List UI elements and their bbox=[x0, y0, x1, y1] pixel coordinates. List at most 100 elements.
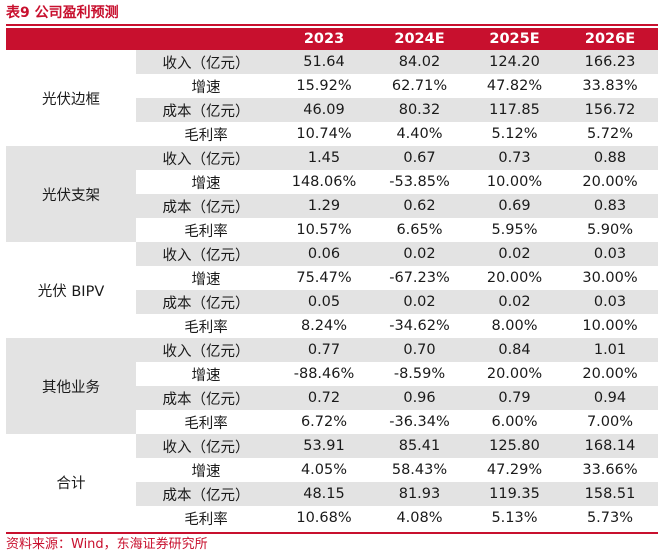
value-cell: 20.00% bbox=[582, 366, 638, 382]
value-cell: 62.71% bbox=[391, 78, 448, 94]
value-cell: 30.00% bbox=[582, 270, 638, 286]
value-cell: 0.05 bbox=[276, 290, 372, 314]
value-cell: 0.03 bbox=[562, 290, 658, 314]
value-cell: 0.83 bbox=[562, 194, 658, 218]
value-cell: 156.72 bbox=[562, 98, 658, 122]
value-cell: 33.83% bbox=[582, 78, 638, 94]
footer-divider bbox=[6, 532, 658, 534]
table-row: 成本（亿元） 1.29 0.62 0.69 0.83 bbox=[6, 194, 658, 218]
metric-label: 毛利率 bbox=[184, 319, 228, 336]
metric-label: 成本（亿元） bbox=[136, 98, 276, 122]
value-cell: 0.67 bbox=[372, 146, 467, 170]
table-row: 其他业务 收入（亿元） 0.77 0.70 0.84 1.01 bbox=[6, 338, 658, 434]
value-cell: 33.66% bbox=[582, 462, 638, 478]
value-cell: 10.57% bbox=[296, 222, 352, 238]
segment-name: 光伏支架 bbox=[6, 146, 136, 242]
metric-label: 毛利率 bbox=[184, 127, 228, 144]
value-cell: 7.00% bbox=[586, 414, 634, 430]
value-cell: 75.47% bbox=[296, 270, 352, 286]
value-cell: 10.00% bbox=[582, 318, 638, 334]
value-cell: 10.68% bbox=[296, 510, 352, 526]
value-cell: 0.79 bbox=[467, 386, 562, 410]
value-cell: 10.74% bbox=[296, 126, 352, 142]
value-cell: 1.45 bbox=[276, 146, 372, 170]
segment-name: 合计 bbox=[6, 434, 136, 530]
metric-label: 增速 bbox=[191, 175, 221, 192]
table-row: 增速 -88.46% -8.59% 20.00% 20.00% bbox=[6, 362, 658, 386]
value-cell: 6.65% bbox=[396, 222, 443, 238]
header-year: 2026E bbox=[562, 28, 658, 50]
table-row: 毛利率 6.72% -36.34% 6.00% 7.00% bbox=[6, 410, 658, 434]
value-cell: 117.85 bbox=[467, 98, 562, 122]
table-row: 成本（亿元） 0.05 0.02 0.02 0.03 bbox=[6, 290, 658, 314]
table-row: 成本（亿元） 48.15 81.93 119.35 158.51 bbox=[6, 482, 658, 506]
value-cell: 0.84 bbox=[467, 338, 562, 362]
value-cell: 125.80 bbox=[467, 434, 562, 458]
title-divider bbox=[6, 24, 658, 26]
metric-label: 收入（亿元） bbox=[136, 146, 276, 170]
metric-label: 成本（亿元） bbox=[136, 386, 276, 410]
metric-label: 收入（亿元） bbox=[136, 434, 276, 458]
value-cell: 168.14 bbox=[562, 434, 658, 458]
value-cell: -67.23% bbox=[389, 270, 450, 286]
value-cell: 15.92% bbox=[296, 78, 352, 94]
metric-label: 毛利率 bbox=[184, 511, 228, 528]
value-cell: 0.62 bbox=[372, 194, 467, 218]
value-cell: 0.96 bbox=[372, 386, 467, 410]
value-cell: 0.72 bbox=[276, 386, 372, 410]
value-cell: 5.95% bbox=[491, 222, 538, 238]
value-cell: 20.00% bbox=[486, 270, 543, 286]
segment-name: 光伏边框 bbox=[6, 50, 136, 146]
value-cell: 53.91 bbox=[276, 434, 372, 458]
value-cell: 46.09 bbox=[276, 98, 372, 122]
table-title: 表9 公司盈利预测 bbox=[6, 5, 119, 21]
value-cell: 1.01 bbox=[562, 338, 658, 362]
value-cell: 20.00% bbox=[582, 174, 638, 190]
value-cell: 6.72% bbox=[300, 414, 348, 430]
table-row: 合计 收入（亿元） 53.91 85.41 125.80 168.14 bbox=[6, 434, 658, 530]
table-row: 毛利率 8.24% -34.62% 8.00% 10.00% bbox=[6, 314, 658, 338]
header-cell bbox=[136, 28, 276, 50]
value-cell: 10.00% bbox=[486, 174, 543, 190]
segment-name: 光伏 BIPV bbox=[6, 242, 136, 338]
table-row: 增速 4.05% 58.43% 47.29% 33.66% bbox=[6, 458, 658, 482]
value-cell: 5.90% bbox=[586, 222, 634, 238]
segment-name: 其他业务 bbox=[6, 338, 136, 434]
value-cell: 0.70 bbox=[372, 338, 467, 362]
header-row: 2023 2024E 2025E 2026E bbox=[6, 28, 658, 50]
value-cell: 6.00% bbox=[491, 414, 538, 430]
value-cell: 0.02 bbox=[467, 290, 562, 314]
value-cell: 84.02 bbox=[372, 50, 467, 74]
value-cell: 0.94 bbox=[562, 386, 658, 410]
header-year: 2025E bbox=[467, 28, 562, 50]
value-cell: 47.82% bbox=[486, 78, 543, 94]
table-row: 增速 15.92% 62.71% 47.82% 33.83% bbox=[6, 74, 658, 98]
value-cell: 166.23 bbox=[562, 50, 658, 74]
value-cell: 0.69 bbox=[467, 194, 562, 218]
table-row: 增速 148.06% -53.85% 10.00% 20.00% bbox=[6, 170, 658, 194]
value-cell: -88.46% bbox=[293, 366, 355, 382]
value-cell: 0.02 bbox=[467, 242, 562, 266]
value-cell: 1.29 bbox=[276, 194, 372, 218]
value-cell: -36.34% bbox=[389, 414, 450, 430]
metric-label: 成本（亿元） bbox=[136, 194, 276, 218]
value-cell: -8.59% bbox=[393, 366, 446, 382]
value-cell: 5.13% bbox=[491, 510, 538, 526]
table-row: 增速 75.47% -67.23% 20.00% 30.00% bbox=[6, 266, 658, 290]
header-year: 2024E bbox=[372, 28, 467, 50]
header-cell bbox=[6, 28, 136, 50]
value-cell: 51.64 bbox=[276, 50, 372, 74]
value-cell: 5.12% bbox=[491, 126, 538, 142]
value-cell: 119.35 bbox=[467, 482, 562, 506]
value-cell: 80.32 bbox=[372, 98, 467, 122]
metric-label: 收入（亿元） bbox=[136, 338, 276, 362]
value-cell: 47.29% bbox=[486, 462, 543, 478]
value-cell: 0.03 bbox=[562, 242, 658, 266]
value-cell: 8.24% bbox=[300, 318, 348, 334]
metric-label: 收入（亿元） bbox=[136, 50, 276, 74]
value-cell: 48.15 bbox=[276, 482, 372, 506]
value-cell: 0.73 bbox=[467, 146, 562, 170]
table-row: 光伏支架 收入（亿元） 1.45 0.67 0.73 0.88 bbox=[6, 146, 658, 242]
value-cell: 0.88 bbox=[562, 146, 658, 170]
value-cell: -34.62% bbox=[389, 318, 450, 334]
